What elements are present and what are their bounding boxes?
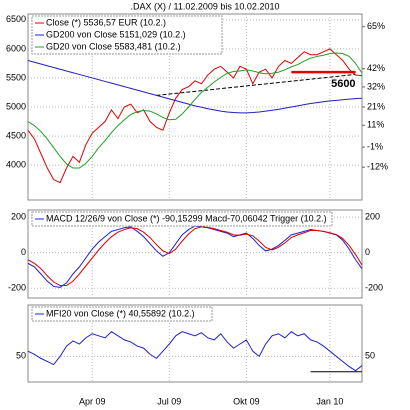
series-line: [27, 226, 363, 287]
panel-frame: [27, 304, 363, 383]
trendline: [156, 73, 356, 96]
y-tick-label: 5000: [6, 101, 26, 111]
y-tick-label: 4500: [6, 130, 26, 140]
y2-tick-label: -1%: [367, 141, 383, 151]
y-tick-label: 6000: [6, 43, 26, 53]
y2-tick-label: 65%: [367, 21, 385, 31]
legend-label: Close (*) 5536,57 EUR (10.2.): [46, 17, 166, 27]
legend-label: GD20 von Close 5583,481 (10.2.): [46, 41, 181, 51]
chart-title: .DAX (X) / 11.02.2009 bis 10.02.2010: [131, 1, 280, 11]
x-tick-label: Jan 10: [316, 396, 343, 406]
y2-tick-label: 32%: [367, 81, 385, 91]
legend-label: GD200 von Close 5151,029 (10.2.): [46, 29, 186, 39]
y2-tick-label: 0: [365, 247, 370, 257]
y-tick-label: 200: [11, 211, 26, 221]
y2-tick-label: 42%: [367, 63, 385, 73]
series-line: [27, 60, 363, 114]
series-line: [27, 52, 363, 169]
x-tick-label: Okt 09: [233, 396, 260, 406]
y2-tick-label: -200: [365, 283, 383, 293]
panel-frame: [27, 209, 363, 299]
legend-box: [31, 306, 213, 322]
legend-box: [31, 15, 223, 55]
x-tick-label: Apr 09: [79, 396, 106, 406]
y2-tick-label: 50: [365, 351, 375, 361]
x-tick-label: Jul 09: [157, 396, 181, 406]
y2-tick-label: -12%: [367, 162, 388, 172]
level-label: 5600: [331, 78, 355, 90]
y-tick-label: 5500: [6, 72, 26, 82]
y2-tick-label: 11%: [367, 120, 384, 130]
legend-label: MACD 12/26/9 von Close (*) -90,15299 Mac…: [46, 213, 327, 223]
y-tick-label: 4000: [6, 160, 26, 170]
series-line: [27, 48, 363, 184]
legend-box: [31, 211, 333, 227]
y2-tick-label: 21%: [367, 101, 385, 111]
y-tick-label: 0: [21, 247, 26, 257]
y-tick-label: 6500: [6, 14, 26, 24]
y-tick-label: -200: [8, 283, 26, 293]
y2-tick-label: 200: [365, 211, 380, 221]
y-tick-label: 50: [16, 351, 26, 361]
legend-label: MFI20 von Close (*) 40,55892 (10.2.): [46, 308, 195, 318]
series-line: [27, 331, 363, 372]
